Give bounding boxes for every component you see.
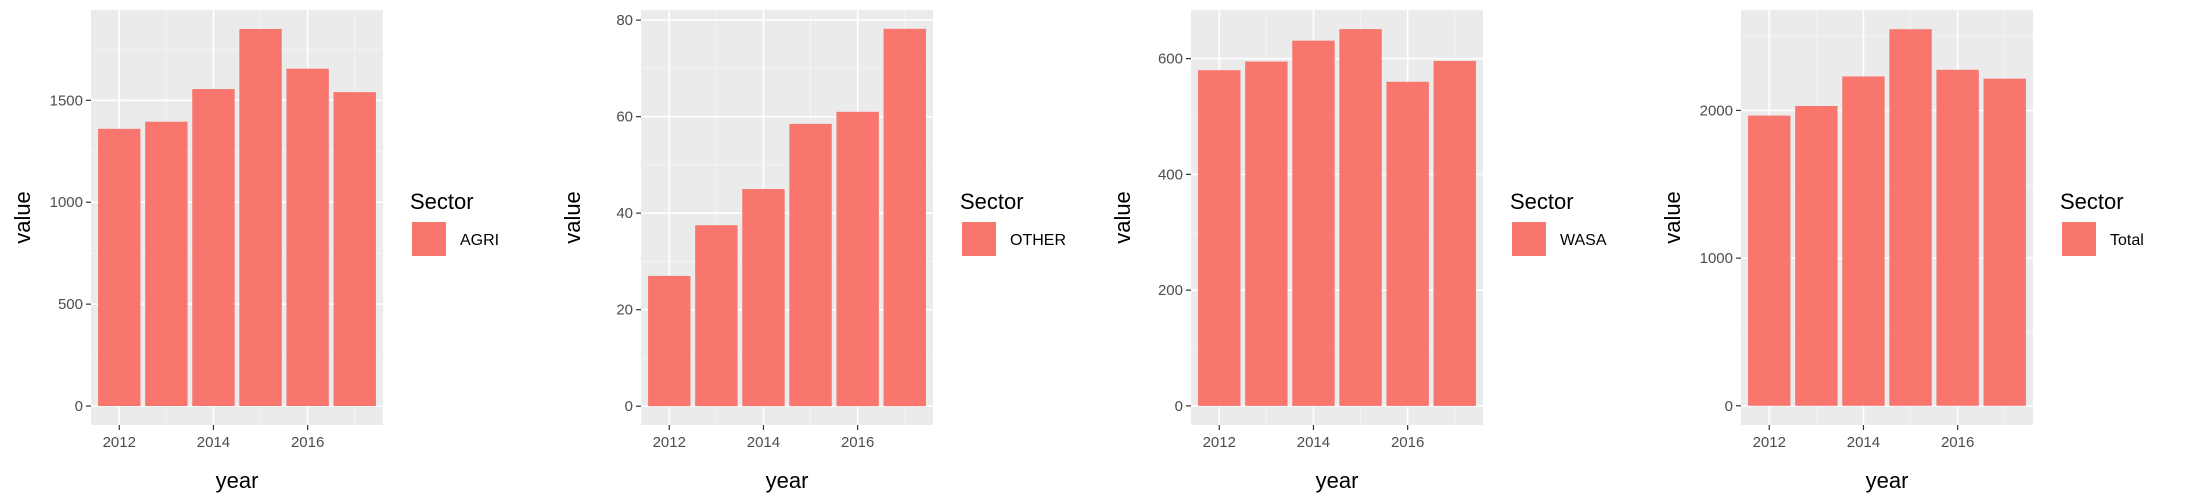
y-tick-label: 40 bbox=[616, 205, 633, 222]
bar bbox=[836, 111, 879, 407]
y-axis-title: value bbox=[10, 191, 35, 244]
chart-agri: 0 500 1000 1500 2012 2014 2016 year value Sector A… bbox=[0, 0, 550, 500]
y-tick-label: 1000 bbox=[1700, 250, 1733, 267]
x-tick-label: 2014 bbox=[747, 434, 780, 451]
legend-key bbox=[1512, 222, 1546, 256]
bar bbox=[1795, 105, 1838, 406]
y-tick-label: 500 bbox=[58, 296, 83, 313]
y-tick-label: 80 bbox=[616, 12, 633, 29]
x-tick-label: 2012 bbox=[1203, 434, 1236, 451]
y-tick-label: 0 bbox=[625, 398, 633, 415]
bar bbox=[1936, 69, 1979, 406]
x-tick-label: 2012 bbox=[1753, 434, 1786, 451]
chart-total: 0 1000 2000 2012 2014 2016 year value Sector Tota… bbox=[1650, 0, 2200, 500]
bar bbox=[1245, 61, 1288, 406]
bar bbox=[1292, 40, 1335, 406]
legend-title: Sector bbox=[2060, 189, 2124, 214]
legend-label: Total bbox=[2110, 232, 2144, 249]
chart-svg: 0 20 40 60 80 2012 2014 2016 year value Sector OTHE… bbox=[560, 10, 1066, 493]
legend-title: Sector bbox=[410, 189, 474, 214]
x-tick-label: 2014 bbox=[197, 434, 230, 451]
bar bbox=[1983, 78, 2026, 406]
y-tick-label: 1500 bbox=[50, 92, 83, 109]
y-axis-title: value bbox=[560, 191, 585, 244]
bar bbox=[192, 89, 235, 407]
bar bbox=[1386, 81, 1429, 406]
y-tick-label: 60 bbox=[616, 109, 633, 126]
y-tick-label: 0 bbox=[75, 398, 83, 415]
y-tick-label: 400 bbox=[1158, 166, 1183, 183]
bar bbox=[1889, 29, 1932, 406]
legend-label: WASA bbox=[1560, 232, 1607, 249]
x-tick-label: 2012 bbox=[103, 434, 136, 451]
y-tick-label: 600 bbox=[1158, 51, 1183, 68]
x-tick-label: 2016 bbox=[291, 434, 324, 451]
bar bbox=[1842, 76, 1885, 406]
bar bbox=[789, 123, 832, 407]
x-tick-label: 2016 bbox=[1941, 434, 1974, 451]
legend-key bbox=[2062, 222, 2096, 256]
bar bbox=[286, 68, 329, 407]
chart-svg: 0 200 400 600 2012 2014 2016 year value Sector WAS… bbox=[1110, 10, 1607, 493]
legend-key bbox=[962, 222, 996, 256]
legend-label: OTHER bbox=[1010, 232, 1066, 249]
bar bbox=[883, 28, 926, 407]
x-axis-title: year bbox=[1866, 468, 1909, 493]
chart-wasa: 0 200 400 600 2012 2014 2016 year value Sector WAS… bbox=[1100, 0, 1650, 500]
bar bbox=[145, 121, 188, 407]
legend-title: Sector bbox=[960, 189, 1024, 214]
bar bbox=[98, 128, 141, 407]
legend-key bbox=[412, 222, 446, 256]
y-axis-title: value bbox=[1660, 191, 1685, 244]
y-tick-label: 0 bbox=[1725, 398, 1733, 415]
chart-svg: 0 500 1000 1500 2012 2014 2016 year value Sector A… bbox=[10, 10, 499, 493]
bar bbox=[742, 189, 785, 407]
chart-svg: 0 1000 2000 2012 2014 2016 year value Sector Tota… bbox=[1660, 10, 2144, 493]
x-axis-title: year bbox=[766, 468, 809, 493]
chart-other: 0 20 40 60 80 2012 2014 2016 year value Sector OTHE… bbox=[550, 0, 1100, 500]
legend-label: AGRI bbox=[460, 232, 499, 249]
legend-title: Sector bbox=[1510, 189, 1574, 214]
x-tick-label: 2012 bbox=[653, 434, 686, 451]
x-tick-label: 2014 bbox=[1847, 434, 1880, 451]
bar bbox=[239, 28, 282, 407]
y-tick-label: 2000 bbox=[1700, 102, 1733, 119]
x-tick-label: 2016 bbox=[1391, 434, 1424, 451]
bar bbox=[695, 225, 738, 407]
x-tick-label: 2014 bbox=[1297, 434, 1330, 451]
x-axis-title: year bbox=[1316, 468, 1359, 493]
y-tick-label: 0 bbox=[1175, 398, 1183, 415]
bar bbox=[1433, 60, 1476, 406]
y-tick-label: 200 bbox=[1158, 282, 1183, 299]
x-tick-label: 2016 bbox=[841, 434, 874, 451]
bar bbox=[648, 275, 691, 407]
y-tick-label: 1000 bbox=[50, 194, 83, 211]
bar bbox=[1339, 29, 1382, 406]
y-axis-title: value bbox=[1110, 191, 1135, 244]
bar bbox=[1748, 115, 1791, 406]
bar bbox=[333, 92, 376, 407]
bar bbox=[1198, 70, 1241, 406]
y-tick-label: 20 bbox=[616, 302, 633, 319]
x-axis-title: year bbox=[216, 468, 259, 493]
